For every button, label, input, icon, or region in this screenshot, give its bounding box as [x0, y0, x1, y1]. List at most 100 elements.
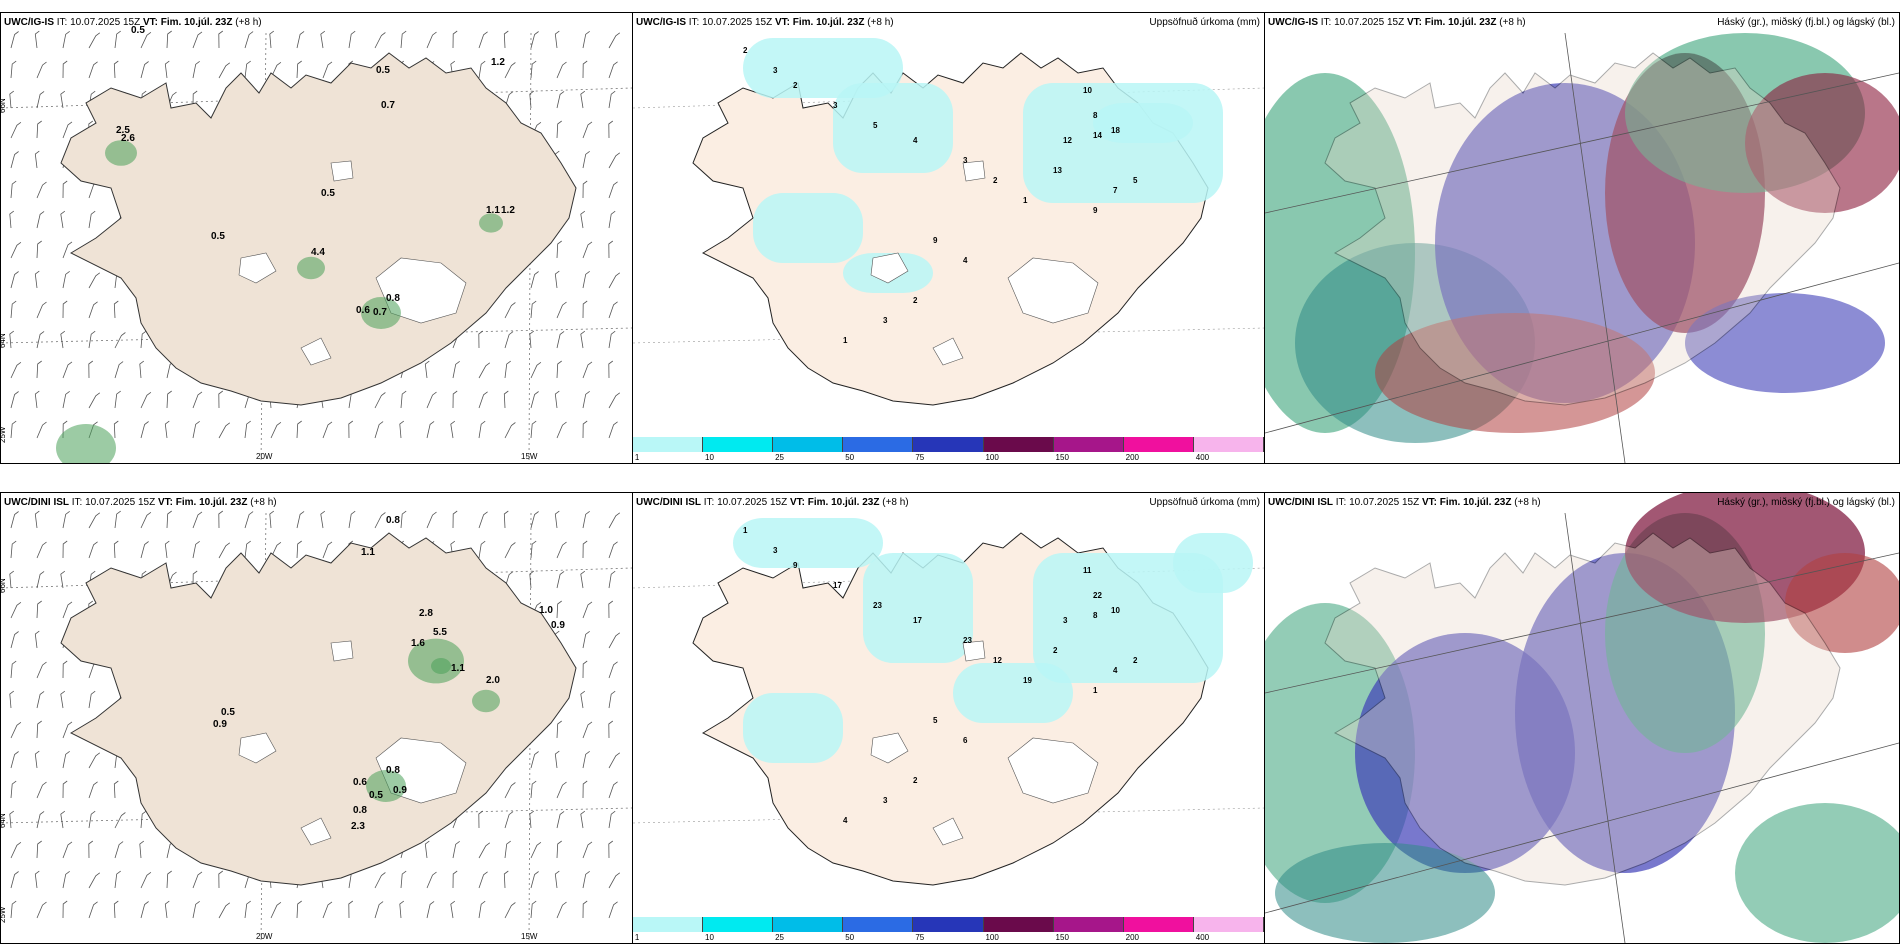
precip-value-label: 14 — [1093, 131, 1102, 140]
precip-value-label: 4 — [963, 256, 968, 265]
colorbar-tick: 400 — [1195, 453, 1210, 462]
axis-label: 15W — [521, 932, 538, 941]
wind-speed-label: 0.8 — [386, 515, 400, 526]
cloud-layer — [1685, 293, 1885, 393]
colorbar-tick: 25 — [775, 453, 785, 462]
precip-value-label: 6 — [963, 736, 968, 745]
vt-label: VT: — [142, 17, 158, 28]
precip-value-label: 10 — [1083, 86, 1092, 95]
colorbar-tick: 75 — [915, 933, 925, 942]
glacier — [870, 732, 909, 764]
wind-speed-label: 0.5 — [131, 25, 145, 36]
wind-speed-label: 0.5 — [211, 231, 225, 242]
lead-time: (+8 h) — [1514, 497, 1541, 508]
lead-time: (+8 h) — [867, 17, 894, 28]
wind-speed-label: 0.6 — [353, 777, 367, 788]
cloud-map — [1265, 493, 1899, 943]
wind-speed-label: 1.0 — [539, 605, 553, 616]
precip-value-label: 2 — [993, 176, 998, 185]
wind-speed-label: 0.9 — [213, 719, 227, 730]
precip-area — [953, 663, 1073, 723]
precip-colorbar: 1 10 25 50 75 100 150 200 400 — [633, 435, 1264, 463]
precip-value-label: 11 — [1083, 566, 1092, 575]
precip-value-label: 17 — [833, 581, 842, 590]
wind-speed-label: 2.8 — [419, 608, 433, 619]
it-label: IT: — [71, 497, 83, 508]
precip-value-label: 19 — [1023, 676, 1032, 685]
precip-title: Uppsöfnuð úrkoma (mm) — [1149, 17, 1260, 28]
precip-area — [1093, 103, 1193, 143]
glacier — [238, 732, 277, 764]
cloud-map-panel-1: UWC/IG-IS IT: 10.07.2025 15Z VT: Fim. 10… — [1264, 12, 1900, 464]
colorbar-swatch — [1193, 917, 1264, 932]
precip-value-label: 10 — [1111, 606, 1120, 615]
panel-header: UWC/DINI ISL IT: 10.07.2025 15Z VT: Fim.… — [633, 493, 1264, 513]
wind-map: 0.51.20.50.72.52.60.50.51.1 1.20.80.6 0.74… — [1, 25, 632, 463]
precip-area — [733, 518, 883, 568]
cloud-layer — [1265, 603, 1415, 903]
model-name: UWC/DINI ISL — [636, 497, 701, 508]
wind-speed-label: 4.4 — [311, 247, 325, 258]
precip-blob — [472, 689, 500, 713]
valid-time: Fim. 10.júl. 23Z — [160, 17, 233, 28]
cloud-map — [1265, 13, 1899, 463]
colorbar-tick: 50 — [845, 933, 855, 942]
axis-label: 15W — [521, 452, 538, 461]
precip-value-label: 7 — [1113, 186, 1118, 195]
precip-value-label: 12 — [1063, 136, 1072, 145]
wind-speed-label: 5.5 — [433, 627, 447, 638]
cloud-title: Háský (gr.), miðský (fj.bl.) og lágský (… — [1717, 17, 1895, 28]
precip-value-label: 1 — [1023, 196, 1028, 205]
vt-label: VT: — [1421, 497, 1437, 508]
precip-value-label: 3 — [773, 66, 778, 75]
precip-title: Uppsöfnuð úrkoma (mm) — [1149, 497, 1260, 508]
panel-header: UWC/DINI ISL IT: 10.07.2025 15Z VT: Fim.… — [1265, 493, 1899, 513]
lead-time: (+8 h) — [1499, 17, 1526, 28]
precip-area — [753, 193, 863, 263]
glacier — [932, 817, 964, 846]
precip-value-label: 2 — [1053, 646, 1058, 655]
precip-blob — [361, 297, 401, 329]
cloud-title: Háský (gr.), miðský (fj.bl.) og lágský (… — [1717, 497, 1895, 508]
glacier — [330, 160, 354, 182]
lead-time: (+8 h) — [235, 17, 262, 28]
precip-map-panel-1: UWC/IG-IS IT: 10.07.2025 15Z VT: Fim. 10… — [632, 12, 1265, 464]
colorbar-swatch — [1053, 917, 1124, 932]
precip-value-label: 1 — [1093, 686, 1098, 695]
glacier — [962, 640, 986, 662]
precip-value-label: 3 — [963, 156, 968, 165]
precip-value-label: 5 — [1133, 176, 1138, 185]
wind-speed-label: 2.3 — [351, 821, 365, 832]
vt-label: VT: — [157, 497, 173, 508]
valid-time: Fim. 10.júl. 23Z — [1424, 17, 1497, 28]
glacier — [962, 160, 986, 182]
colorbar-tick: 100 — [985, 933, 999, 942]
colorbar-swatch — [773, 437, 844, 452]
cloud-layer — [1375, 313, 1655, 433]
wind-speed-label: 1.1 — [361, 547, 375, 558]
wind-speed-label: 0.7 — [381, 100, 395, 111]
wind-speed-label: 2.0 — [486, 675, 500, 686]
precip-blob — [105, 140, 137, 166]
precip-value-label: 13 — [1053, 166, 1062, 175]
wind-speed-label: 1.1 — [486, 205, 500, 216]
colorbar-swatch — [703, 917, 774, 932]
precip-value-label: 3 — [883, 316, 888, 325]
precip-value-label: 8 — [1093, 111, 1098, 120]
axis-label: 64N — [1, 333, 7, 348]
precip-area — [1173, 533, 1253, 593]
wind-speed-label: 2.6 — [121, 133, 135, 144]
model-name: UWC/IG-IS — [4, 17, 54, 28]
precip-value-label: 2 — [913, 296, 918, 305]
cloud-layer — [1785, 553, 1899, 653]
valid-time: Fim. 10.júl. 23Z — [1439, 497, 1512, 508]
colorbar-swatch — [773, 917, 844, 932]
init-time: 10.07.2025 15Z — [70, 17, 141, 28]
wind-speed-label: 2.5 — [116, 125, 130, 136]
panel-header: UWC/IG-IS IT: 10.07.2025 15Z VT: Fim. 10… — [633, 13, 1264, 33]
colorbar-swatch — [913, 917, 984, 932]
vt-label: VT: — [774, 17, 790, 28]
init-time: 10.07.2025 15Z — [717, 497, 788, 508]
valid-time: Fim. 10.júl. 23Z — [175, 497, 248, 508]
